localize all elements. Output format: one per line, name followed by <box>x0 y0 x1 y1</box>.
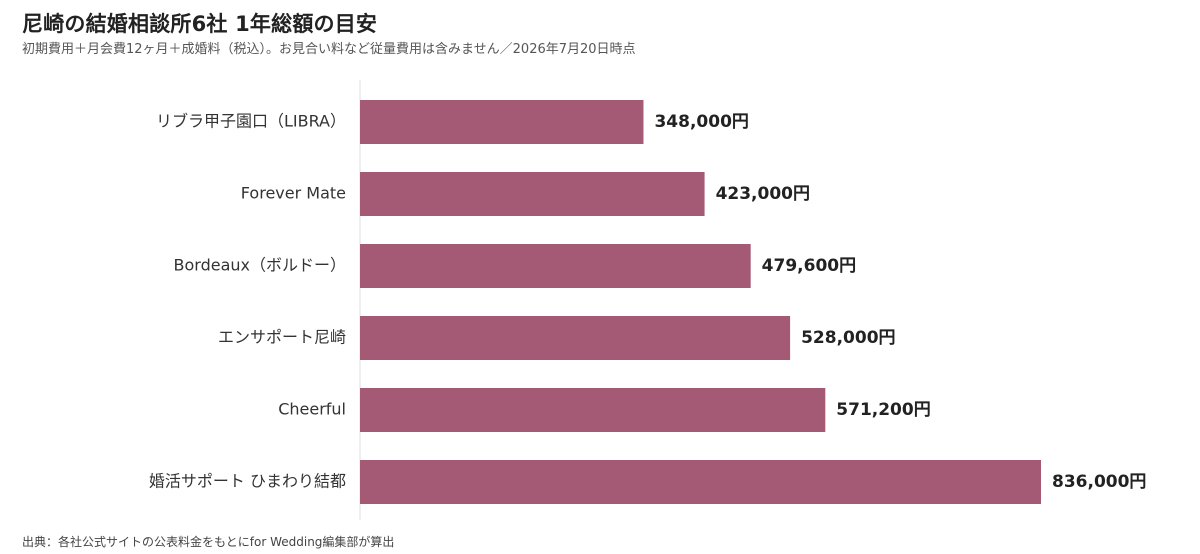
bar <box>360 100 644 144</box>
bar <box>360 244 751 288</box>
category-label: リブラ甲子園口（LIBRA） <box>156 112 346 131</box>
source-note: 出典：各社公式サイトの公表料金をもとにfor Wedding編集部が算出 <box>22 535 395 549</box>
value-label: 528,000円 <box>801 328 895 348</box>
category-label: Forever Mate <box>241 184 346 203</box>
bar <box>360 460 1041 504</box>
bar <box>360 316 791 360</box>
value-label: 836,000円 <box>1052 472 1146 492</box>
category-label: Bordeaux（ボルドー） <box>174 256 346 275</box>
value-label: 423,000円 <box>716 184 810 204</box>
chart-subtitle: 初期費用＋月会費12ヶ月＋成婚料（税込）。お見合い料など従量費用は含みません／2… <box>22 42 636 57</box>
value-label: 479,600円 <box>762 256 856 276</box>
bar <box>360 388 826 432</box>
value-label: 348,000円 <box>654 112 748 132</box>
category-label: エンサポート尼崎 <box>218 328 346 347</box>
bar <box>360 172 705 216</box>
chart-title: 尼崎の結婚相談所6社 1年総額の目安 <box>22 12 378 36</box>
category-label: Cheerful <box>278 400 346 419</box>
category-label: 婚活サポート ひまわり結都 <box>149 472 346 491</box>
value-label: 571,200円 <box>836 400 930 420</box>
